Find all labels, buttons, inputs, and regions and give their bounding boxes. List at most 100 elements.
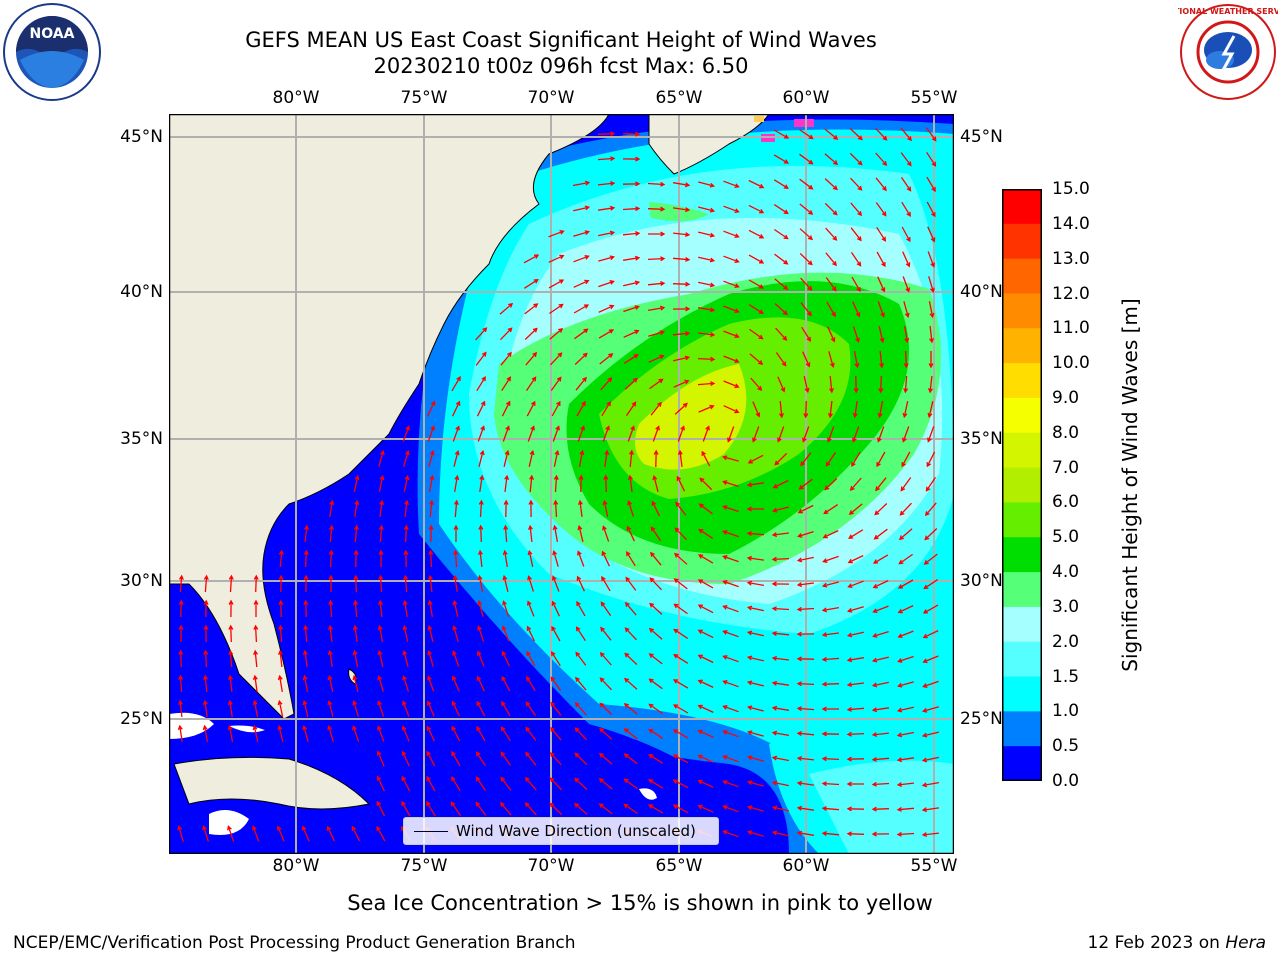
wave-direction-arrow [851, 276, 861, 293]
wave-direction-arrow [622, 231, 641, 236]
lat-tick-right-35n: 35°N [960, 429, 1003, 449]
wave-direction-arrow [775, 327, 788, 341]
wave-direction-arrow [600, 626, 612, 641]
wave-direction-arrow [452, 624, 459, 642]
wave-direction-arrow [475, 351, 487, 366]
legend-line-icon [414, 831, 448, 832]
wave-direction-arrow [526, 650, 536, 667]
wave-direction-arrow [622, 206, 641, 212]
wave-direction-arrow [872, 554, 889, 564]
wave-direction-arrow [623, 753, 638, 765]
wave-direction-arrow [627, 474, 633, 492]
wave-direction-arrow [402, 675, 410, 692]
wave-direction-arrow [723, 205, 740, 214]
wave-direction-arrow [376, 775, 385, 792]
wave-direction-arrow [697, 307, 716, 313]
wave-direction-arrow [203, 574, 209, 593]
lon-tick-bottom-75w: 75°W [400, 856, 448, 876]
wave-direction-arrow [648, 354, 665, 363]
wave-direction-arrow [203, 599, 209, 618]
wave-direction-arrow [698, 503, 713, 515]
wave-direction-arrow [747, 454, 764, 464]
wave-direction-arrow [771, 581, 790, 587]
wave-direction-arrow [748, 229, 765, 239]
wave-direction-arrow [902, 276, 911, 293]
wave-direction-arrow [899, 502, 912, 516]
wave-direction-arrow [598, 304, 615, 313]
wave-direction-arrow [647, 256, 666, 262]
wave-direction-arrow [846, 706, 865, 712]
wave-direction-arrow [821, 581, 839, 588]
wave-direction-arrow [746, 506, 764, 512]
wave-direction-arrow [852, 426, 860, 443]
wave-direction-arrow [774, 253, 789, 265]
wave-direction-arrow [904, 325, 910, 344]
wave-direction-arrow [648, 728, 664, 739]
noaa-logo-icon: NOAA [3, 3, 101, 101]
wave-direction-arrow [901, 201, 911, 217]
wave-direction-arrow [777, 376, 786, 393]
wave-direction-arrow [504, 474, 510, 492]
wave-direction-arrow [477, 549, 483, 567]
wave-direction-arrow [227, 699, 233, 717]
wave-direction-arrow [528, 499, 534, 518]
wave-direction-arrow [575, 376, 587, 391]
wave-direction-arrow [574, 777, 588, 790]
wave-direction-arrow [648, 753, 664, 764]
wave-direction-arrow [697, 729, 714, 738]
wave-direction-arrow [573, 205, 591, 212]
wave-direction-arrow [476, 700, 486, 717]
wave-direction-arrow [677, 425, 685, 442]
wave-direction-arrow [526, 676, 536, 692]
wave-direction-arrow [573, 255, 590, 263]
wave-direction-arrow [825, 452, 837, 467]
colorbar-segment [1003, 328, 1041, 364]
wave-direction-arrow [526, 600, 535, 617]
wave-direction-arrow [427, 400, 436, 417]
wave-direction-arrow [376, 750, 385, 767]
wave-direction-arrow [627, 500, 635, 517]
wave-direction-arrow [451, 375, 461, 392]
wave-direction-arrow [622, 131, 641, 137]
wave-direction-arrow [428, 549, 434, 568]
wave-direction-arrow [746, 531, 765, 537]
wave-direction-arrow [501, 400, 511, 417]
wave-direction-arrow [327, 624, 333, 642]
colorbar-tick-label: 7.0 [1052, 457, 1080, 478]
wave-direction-arrow [252, 724, 259, 742]
wave-direction-arrow [202, 825, 210, 842]
wave-direction-arrow [796, 731, 815, 737]
wave-direction-arrow [697, 381, 716, 387]
wave-direction-arrow [527, 549, 534, 567]
wave-direction-arrow [723, 230, 740, 239]
wave-direction-arrow [822, 530, 839, 539]
wave-direction-arrow [475, 776, 487, 791]
wave-direction-arrow [302, 649, 308, 667]
wave-direction-arrow [876, 451, 886, 468]
wave-direction-arrow [746, 555, 764, 561]
wave-direction-arrow [525, 726, 537, 741]
wave-direction-arrow [900, 152, 912, 167]
footer-credit: NCEP/EMC/Verification Post Processing Pr… [13, 933, 576, 953]
wave-direction-arrow [353, 524, 359, 543]
wave-direction-arrow [648, 627, 663, 640]
colorbar-segment [1003, 432, 1041, 469]
wave-direction-arrow [549, 802, 563, 816]
wave-direction-arrow [875, 177, 887, 192]
wave-direction-arrow [402, 649, 409, 667]
wave-direction-arrow [929, 325, 935, 344]
wave-direction-arrow [277, 649, 283, 667]
wave-direction-arrow [824, 202, 838, 216]
wave-direction-arrow [603, 474, 609, 493]
wave-direction-arrow [900, 477, 912, 492]
wave-direction-arrow [427, 649, 434, 667]
wave-direction-arrow [871, 656, 889, 663]
wave-direction-arrow [401, 750, 410, 767]
wave-direction-arrow [796, 805, 814, 811]
lon-tick-bottom-60w: 60°W [782, 856, 830, 876]
wave-direction-arrow [478, 499, 484, 518]
wave-direction-arrow [527, 575, 535, 592]
wave-direction-arrow [403, 549, 409, 568]
wave-direction-arrow [901, 226, 911, 243]
wave-direction-arrow [873, 528, 888, 540]
